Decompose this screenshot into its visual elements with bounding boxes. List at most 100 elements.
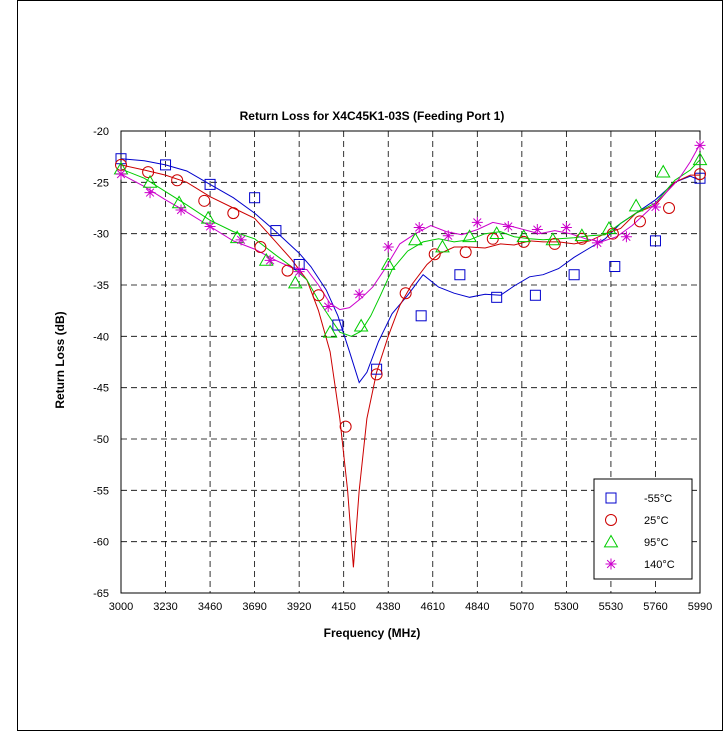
series-marker [171,174,184,187]
return-loss-chart: Return Loss for X4C45K1-03S (Feeding Por… [53,109,712,640]
series-marker [204,220,216,232]
series-marker [175,204,187,216]
series-marker [322,301,334,313]
series-marker [370,368,383,381]
x-axis-label: Frequency (MHz) [324,626,421,640]
y-tick-label: -60 [93,537,109,549]
series-marker [663,202,676,214]
y-tick-label: -55 [93,485,109,497]
series-marker [144,187,156,199]
y-tick-label: -45 [93,383,109,395]
legend-marker [603,534,619,548]
series-marker [516,229,532,243]
series-marker [115,168,127,180]
legend-label: 140°C [644,559,675,571]
x-tick-labels: 3000 3230 3460 3690 3920 4150 4380 4610 4840 5070… [109,601,712,613]
y-tick-label: -30 [93,229,109,241]
series-marker [694,168,706,181]
series-marker [649,235,661,247]
series-marker [171,195,187,209]
series-marker [371,363,383,375]
series-marker [531,224,543,236]
y-tick-label: -35 [93,280,109,292]
series-marker [591,237,603,249]
series-marker [254,241,267,254]
y-axis-label: Return Loss (dB) [53,311,67,408]
series-marker [264,254,276,266]
x-tick-label: 3920 [287,601,311,613]
series-marker [601,221,617,234]
series-line [120,164,700,568]
legend-box [593,478,693,580]
x-tick-label: 5760 [643,601,667,613]
y-tick-label: -65 [93,588,109,600]
legend-label: 95°C [644,537,669,549]
series-marker [459,246,472,259]
series-marker [142,166,155,179]
series-marker [529,289,541,301]
legend-marker [605,514,617,526]
series-marker [339,420,352,433]
series-marker [229,230,245,244]
series-marker [609,261,621,273]
x-tick-label: 3230 [153,601,177,613]
series-marker [694,139,706,151]
series-marker [249,192,261,204]
series-marker [353,318,369,332]
series-marker [413,222,425,234]
series-marker [454,269,466,281]
y-tick-labels: -20 -25 -30 -35 -40 -45 -50 -55 -60 -65 [93,126,109,600]
series-marker [204,178,216,190]
x-tick-label: 5300 [554,601,578,613]
series-marker [620,231,632,243]
series-marker [649,201,661,213]
series-marker [560,222,572,234]
series-markers [113,139,708,433]
series-marker [442,230,454,242]
series-marker [312,289,325,302]
legend-label: -55°C [644,493,672,505]
legend-label: 25°C [644,515,669,527]
series-marker [270,225,282,237]
legend: -55°C 25°C 95°C 140°C [593,478,693,580]
series-marker [332,319,344,331]
plot-area-border [120,130,701,594]
x-tick-label: 4840 [465,601,489,613]
series-marker [227,207,240,220]
y-tick-label: -50 [93,434,109,446]
series-marker [628,198,644,212]
chart-title: Return Loss for X4C45K1-03S (Feeding Por… [240,109,505,123]
legend-marker [605,492,617,504]
series-marker [568,269,580,281]
x-tick-label: 4150 [331,601,355,613]
series-line [120,158,701,384]
series-marker [287,275,303,289]
series-marker [692,152,708,166]
series-marker [633,215,646,228]
chart-frame: Return Loss for X4C45K1-03S (Feeding Por… [17,0,723,731]
series-marker [235,234,247,246]
series-marker [353,288,365,300]
series-marker [462,229,477,243]
x-tick-label: 5530 [599,601,623,613]
series-lines [120,144,701,568]
series-marker [407,232,423,246]
series-marker [293,266,305,278]
series-marker [489,226,505,240]
y-tick-label: -20 [93,126,109,138]
series-line [120,159,701,337]
x-tick-label: 3460 [198,601,222,613]
series-marker [694,172,706,184]
series-marker [281,264,294,277]
series-marker [491,291,503,303]
series-marker [428,248,441,261]
series-marker [548,237,561,250]
x-tick-label: 3690 [242,601,266,613]
legend-marker [605,558,617,570]
series-marker [435,239,450,253]
x-tick-label: 5990 [688,601,712,613]
series-marker [574,228,590,242]
series-marker [655,164,671,178]
y-tick-label: -25 [93,177,109,189]
series-marker [198,194,211,207]
